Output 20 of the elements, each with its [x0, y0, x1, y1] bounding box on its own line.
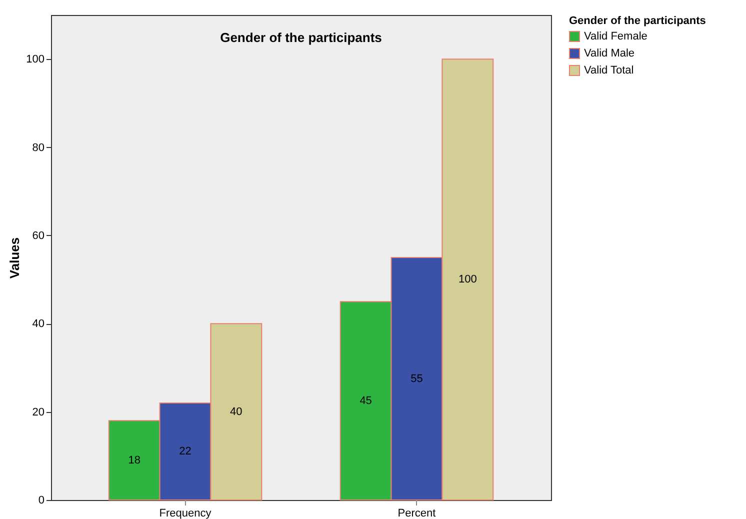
y-tick-label: 80 [32, 142, 44, 154]
y-tick-label: 60 [32, 230, 44, 242]
x-tick-label: Percent [398, 508, 436, 519]
y-tick-label: 40 [32, 318, 44, 330]
data-label: 40 [230, 406, 242, 418]
data-label: 22 [179, 446, 192, 458]
y-axis-title: Values [7, 237, 22, 279]
data-label: 45 [360, 394, 372, 407]
data-label: 100 [458, 274, 477, 286]
x-tick-label: Frequency [159, 508, 212, 519]
legend-label: Valid Female [584, 30, 648, 42]
data-label: 55 [410, 372, 423, 385]
text: Gender of the participants [220, 30, 382, 45]
data-label: 18 [128, 454, 140, 466]
legend-label: Valid Male [584, 48, 635, 60]
y-tick-label: 0 [38, 494, 44, 506]
legend-label: Valid Total [584, 64, 634, 76]
y-tick-label: 20 [32, 406, 44, 418]
y-tick-label: 100 [26, 54, 44, 66]
legend-title: Gender of the participants [569, 15, 706, 27]
